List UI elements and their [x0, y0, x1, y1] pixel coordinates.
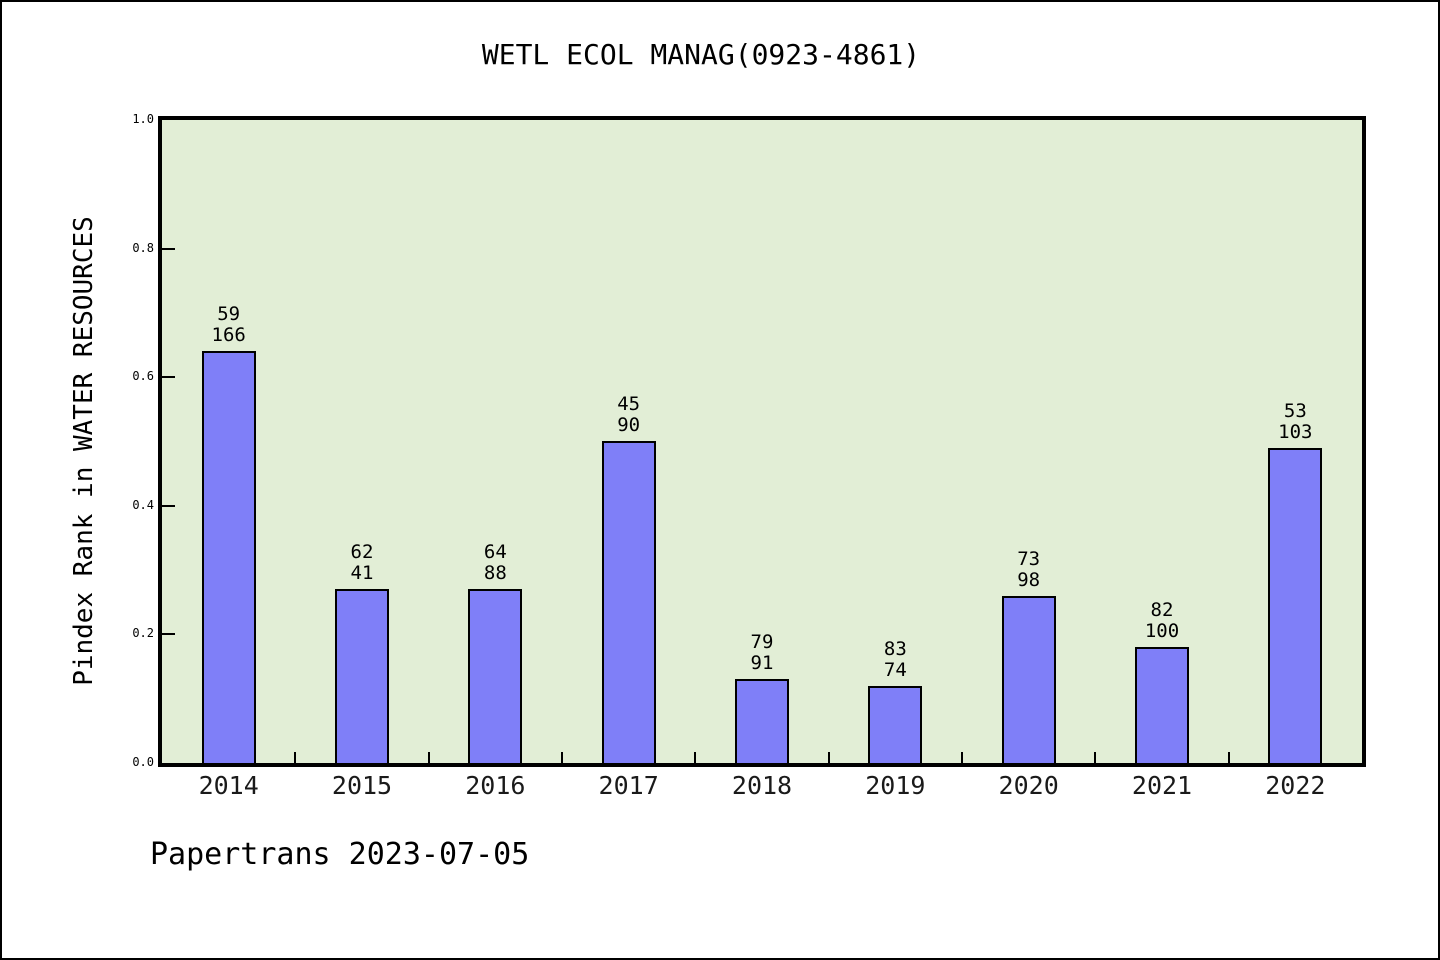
y-axis-tick: [162, 247, 175, 250]
x-axis-minor-tick: [1094, 752, 1097, 763]
x-tick-label-2019: 2019: [865, 771, 926, 800]
x-tick-label-2015: 2015: [331, 771, 393, 800]
bar-2022: [1268, 448, 1323, 763]
bar-rank-2022: 53: [1283, 400, 1307, 422]
bar-value-label-2017: 45 90: [559, 394, 699, 436]
x-tick-label-2020: 2020: [998, 771, 1059, 800]
bar-rank-2018: 79: [750, 631, 774, 653]
bar-2015: [335, 589, 389, 763]
x-axis-minor-tick: [694, 752, 697, 763]
bar-2014: [201, 351, 256, 763]
y-tick-label-0.2: 0.2: [132, 626, 154, 641]
bar-total-2016: 88: [483, 562, 507, 584]
y-tick-label-1.0: 1.0: [132, 112, 154, 126]
bar-2016: [468, 589, 523, 763]
bar-rank-2016: 64: [483, 541, 507, 563]
bar-2018: [735, 679, 789, 763]
bar-2020: [1001, 596, 1056, 763]
x-tick-label-2018: 2018: [731, 771, 793, 800]
x-tick-label-2016: 2016: [465, 771, 526, 800]
bar-total-2018: 91: [750, 652, 774, 674]
bar-value-label-2018: 79 91: [692, 632, 832, 674]
x-axis-minor-tick: [827, 752, 830, 763]
chart-title: WETL ECOL MANAG(0923-4861): [481, 38, 921, 71]
bar-value-label-2022: 53 103: [1225, 401, 1365, 443]
bar-value-label-2015: 62 41: [292, 542, 432, 584]
bar-rank-2017: 45: [617, 393, 641, 415]
y-tick-label-0.6: 0.6: [132, 369, 154, 384]
bar-total-2019: 74: [883, 659, 907, 681]
bar-rank-2015: 62: [350, 541, 374, 563]
bar-2019: [868, 686, 923, 763]
x-axis-minor-tick: [961, 752, 963, 763]
bar-total-2020: 98: [1017, 569, 1041, 591]
x-axis-minor-tick: [1227, 752, 1230, 763]
y-tick-label-0.4: 0.4: [132, 497, 154, 512]
y-tick-label-0.0: 0.0: [132, 755, 154, 769]
bar-value-label-2016: 64 88: [425, 542, 565, 584]
bar-value-label-2019: 83 74: [825, 639, 965, 681]
bar-rank-2020: 73: [1017, 548, 1041, 570]
y-axis-title: Pindex Rank in WATER RESOURCES: [69, 216, 99, 686]
x-tick-label-2014: 2014: [198, 771, 259, 800]
bar-rank-2014: 59: [217, 303, 241, 325]
x-axis-minor-tick: [294, 752, 297, 763]
x-tick-label-2021: 2021: [1131, 771, 1193, 800]
bar-2017: [601, 441, 656, 763]
y-axis-tick: [162, 504, 175, 507]
bar-rank-2021: 82: [1150, 599, 1174, 621]
bar-value-label-2014: 59 166: [159, 304, 299, 346]
y-axis-tick: [162, 633, 175, 636]
x-axis-minor-tick: [427, 752, 430, 763]
x-tick-label-2022: 2022: [1265, 771, 1326, 800]
bar-total-2022: 103: [1278, 421, 1313, 443]
bar-total-2015: 41: [350, 562, 374, 584]
y-tick-label-0.8: 0.8: [132, 240, 154, 255]
bar-total-2021: 100: [1144, 620, 1180, 642]
y-axis-tick: [162, 376, 175, 379]
bar-rank-2019: 83: [883, 638, 907, 660]
footer-watermark: Papertrans 2023-07-05: [150, 837, 530, 872]
bar-total-2014: 166: [211, 324, 246, 346]
bar-total-2017: 90: [617, 414, 641, 436]
bar-value-label-2020: 73 98: [959, 549, 1099, 591]
plot-area: 59 166 2014 62 41 2015 64 88 2016 45 90 2017 79 91 201…: [132, 112, 1365, 800]
plot-frame: 59 166 2014 62 41 2015 64 88 2016 45 90 2017 79 91 201…: [132, 112, 1366, 800]
x-tick-label-2017: 2017: [598, 771, 659, 800]
x-axis-minor-tick: [561, 752, 563, 763]
bar-value-label-2021: 82 100: [1092, 600, 1232, 642]
bar-2021: [1135, 647, 1189, 763]
